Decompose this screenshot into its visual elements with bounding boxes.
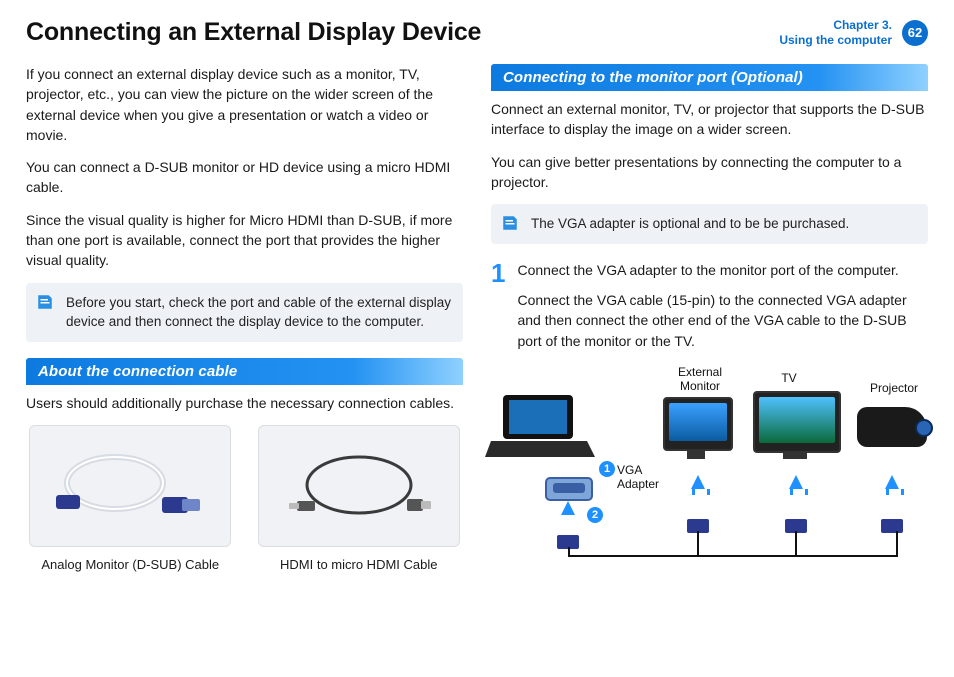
step-number: 1 <box>491 260 505 361</box>
step-body: Connect the VGA adapter to the monitor p… <box>517 260 928 361</box>
wire <box>697 531 699 557</box>
intro-paragraph: If you connect an external display devic… <box>26 64 463 145</box>
note-text: Before you start, check the port and cab… <box>66 295 451 330</box>
vga-adapter-icon <box>545 477 593 501</box>
note-icon <box>501 214 519 232</box>
arrow-icon <box>885 475 899 489</box>
numbered-step: 1 Connect the VGA adapter to the monitor… <box>491 260 928 361</box>
step-paragraph: Connect the VGA adapter to the monitor p… <box>517 260 928 280</box>
monitor-stand <box>687 449 705 459</box>
note-icon <box>36 293 54 311</box>
connection-diagram: External Monitor TV Projector <box>491 369 931 569</box>
monitor-icon <box>663 397 733 451</box>
projector-icon <box>857 407 927 447</box>
chapter-number: Chapter 3. <box>833 18 892 33</box>
arrow-tail <box>886 489 904 495</box>
section-body: Users should additionally purchase the n… <box>26 393 463 413</box>
diagram-label-vga: VGA Adapter <box>617 463 677 491</box>
cable-image <box>29 425 231 547</box>
chapter-name: Using the computer <box>779 33 892 48</box>
arrow-icon <box>789 475 803 489</box>
wire <box>568 555 898 557</box>
page-title: Connecting an External Display Device <box>26 18 481 47</box>
wire <box>896 531 898 557</box>
arrow-tail <box>692 489 710 495</box>
cable-caption: HDMI to micro HDMI Cable <box>280 557 437 572</box>
arrow-tail <box>790 489 808 495</box>
chapter-crumb: Chapter 3. Using the computer 62 <box>779 18 928 48</box>
section-heading: About the connection cable <box>26 358 463 385</box>
info-note: The VGA adapter is optional and to be be… <box>491 204 928 244</box>
diagram-label-projector: Projector <box>859 381 929 395</box>
left-column: If you connect an external display devic… <box>26 64 463 572</box>
arrow-icon <box>691 475 705 489</box>
tv-icon <box>753 391 841 453</box>
arrow-icon <box>561 501 575 515</box>
section-paragraph: You can give better presentations by con… <box>491 152 928 193</box>
cable-item: Analog Monitor (D-SUB) Cable <box>26 425 235 572</box>
page-number-badge: 62 <box>902 20 928 46</box>
diagram-label-tv: TV <box>769 371 809 385</box>
diagram-marker-1: 1 <box>599 461 615 477</box>
tv-stand <box>783 451 807 459</box>
step-paragraph: Connect the VGA cable (15-pin) to the co… <box>517 290 928 351</box>
note-text: The VGA adapter is optional and to be be… <box>531 216 849 231</box>
dsub-cable-icon <box>50 441 210 531</box>
manual-page: Connecting an External Display Device Ch… <box>0 0 954 677</box>
cable-image <box>258 425 460 547</box>
hdmi-cable-icon <box>279 441 439 531</box>
cable-gallery: Analog Monitor (D-SUB) Cable HDMI to mic… <box>26 425 463 572</box>
wire <box>795 531 797 557</box>
cable-item: HDMI to micro HDMI Cable <box>255 425 464 572</box>
vga-plug-icon <box>881 519 903 533</box>
page-header: Connecting an External Display Device Ch… <box>26 18 928 48</box>
intro-paragraph: You can connect a D-SUB monitor or HD de… <box>26 157 463 198</box>
diagram-label-monitor: External Monitor <box>665 365 735 393</box>
content-columns: If you connect an external display devic… <box>26 64 928 572</box>
info-note: Before you start, check the port and cab… <box>26 283 463 342</box>
cable-caption: Analog Monitor (D-SUB) Cable <box>41 557 219 572</box>
diagram-marker-2: 2 <box>587 507 603 523</box>
section-heading: Connecting to the monitor port (Optional… <box>491 64 928 91</box>
intro-paragraph: Since the visual quality is higher for M… <box>26 210 463 271</box>
section-paragraph: Connect an external monitor, TV, or proj… <box>491 99 928 140</box>
laptop-icon <box>485 391 595 465</box>
right-column: Connecting to the monitor port (Optional… <box>491 64 928 572</box>
